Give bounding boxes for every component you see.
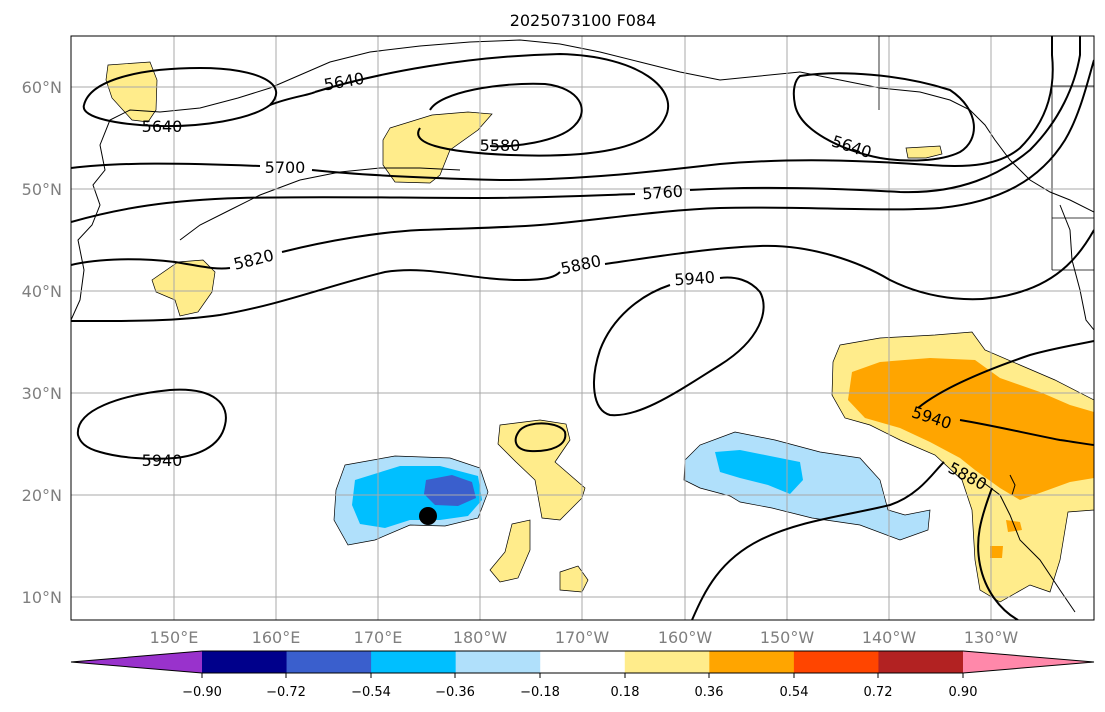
location-marker <box>419 507 437 525</box>
contour-5700 <box>71 36 1054 182</box>
positive-anomaly-region <box>489 519 531 583</box>
colorbar-tick-label: −0.18 <box>520 685 560 700</box>
colorbar-segment <box>540 651 626 673</box>
contour-label: 5580 <box>480 136 521 155</box>
contour-5940-east <box>917 340 1094 446</box>
coastline <box>799 71 1094 213</box>
contour-5760 <box>71 36 1081 223</box>
colorbar-tick-label: −0.72 <box>266 685 306 700</box>
lat-tick-label: 60°N <box>22 78 62 97</box>
colorbar-tick-label: 0.90 <box>949 685 978 700</box>
colorbar-tick-label: 0.54 <box>780 685 809 700</box>
contour-small-loop <box>514 422 567 453</box>
contour-5640-branch <box>269 91 316 106</box>
lon-tick-label: 150°E <box>150 628 199 647</box>
lon-tick-label: 180°W <box>453 628 508 647</box>
coastline <box>1009 474 1016 496</box>
lon-tick-label: 160°E <box>252 628 301 647</box>
contour-5640-central <box>314 52 670 157</box>
colorbar-extend-high <box>963 651 1094 673</box>
colorbar-extend-low <box>71 651 202 673</box>
positive-anomaly-region <box>559 565 589 593</box>
coastline <box>1059 204 1094 331</box>
colorbar-tick-label: −0.90 <box>182 685 222 700</box>
lon-tick-label: 170°W <box>555 628 610 647</box>
colorbar-segment <box>709 651 795 673</box>
contour-5580 <box>429 82 583 148</box>
positive-anomaly-region <box>151 259 216 317</box>
contour-5880-east <box>691 461 1019 620</box>
colorbar-segment <box>793 651 879 673</box>
colorbar-tick-label: −0.36 <box>435 685 475 700</box>
colorbar-ticks <box>201 673 964 678</box>
height-contours <box>71 36 1094 620</box>
lat-tick-label: 40°N <box>22 282 62 301</box>
gridlines <box>71 36 1094 620</box>
colorbar-tick-label: 0.36 <box>695 685 724 700</box>
contour-5640-east <box>792 72 975 162</box>
map-frame <box>70 35 1095 621</box>
figure-title: 2025073100 F084 <box>510 11 657 30</box>
strong-positive-anomaly-region <box>990 546 1003 558</box>
contour-label: 5700 <box>265 158 306 177</box>
lat-tick-label: 30°N <box>22 384 62 403</box>
colorbar-segment <box>878 651 964 673</box>
lat-tick-label: 50°N <box>22 180 62 199</box>
latitude-labels: 60°N 50°N 40°N 30°N 20°N 10°N <box>22 78 62 607</box>
colorbar-segment <box>371 651 457 673</box>
contour-label: 5760 <box>642 182 684 204</box>
contour-label: 5640 <box>142 117 183 136</box>
colorbar-segment <box>286 651 372 673</box>
longitude-labels: 150°E 160°E 170°E 180°W 170°W 160°W 150°… <box>150 628 1019 647</box>
lon-tick-label: 140°W <box>862 628 917 647</box>
strong-negative-anomaly-region <box>424 475 476 506</box>
lon-tick-label: 130°W <box>964 628 1019 647</box>
contour-5880 <box>71 229 1094 323</box>
map-area: 5640 5640 5580 5640 5700 5760 5820 5880 … <box>71 36 1094 620</box>
lon-tick-label: 160°W <box>658 628 713 647</box>
moderate-negative-anomaly-region <box>715 450 803 494</box>
contour-5940-west <box>76 388 227 460</box>
colorbar-tick-label: 0.18 <box>611 685 640 700</box>
lat-tick-label: 10°N <box>22 588 62 607</box>
contour-label: 5940 <box>674 268 716 290</box>
colorbar-segment <box>202 651 288 673</box>
contour-5940-center <box>593 276 765 417</box>
contour-5820 <box>71 59 1094 270</box>
lon-tick-label: 150°W <box>760 628 815 647</box>
colorbar-segments <box>70 650 1095 674</box>
colorbar-segment <box>455 651 541 673</box>
colorbar-segment <box>624 651 710 673</box>
colorbar-tick-label: −0.54 <box>351 685 391 700</box>
lon-tick-label: 170°E <box>354 628 403 647</box>
borders <box>878 36 1094 271</box>
colorbar: −0.90 −0.72 −0.54 −0.36 −0.18 0.18 0.36 … <box>70 650 1095 700</box>
contour-5640-west <box>82 66 277 128</box>
colorbar-tick-label: 0.72 <box>864 685 893 700</box>
positive-anomaly-region <box>905 145 943 159</box>
aleutian-islands <box>179 167 461 241</box>
contour-label: 5940 <box>142 451 183 470</box>
lat-tick-label: 20°N <box>22 486 62 505</box>
colorbar-tick-labels: −0.90 −0.72 −0.54 −0.36 −0.18 0.18 0.36 … <box>182 685 977 700</box>
